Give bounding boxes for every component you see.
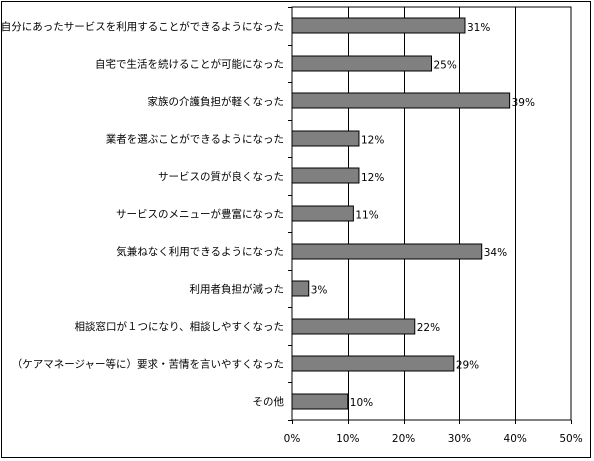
category-label: サービスのメニューが豊富になった	[116, 208, 284, 221]
x-tick-label: 40%	[504, 433, 527, 445]
category-label: 自分にあったサービスを利用することができるようになった	[1, 20, 284, 33]
bar	[291, 393, 349, 410]
bar	[291, 355, 455, 372]
value-label: 29%	[456, 360, 479, 372]
category-label: 利用者負担が減った	[190, 283, 285, 296]
value-label: 22%	[417, 322, 440, 334]
category-label: 業者を選ぶことができるようになった	[106, 132, 284, 145]
category-label: 家族の介護負担が軽くなった	[148, 95, 285, 108]
category-label: （ケアマネージャー等に）要求・苦情を言いやすくなった	[12, 358, 284, 371]
bar	[291, 243, 483, 260]
value-label: 31%	[467, 22, 490, 34]
bar	[291, 17, 466, 34]
value-label: 10%	[350, 397, 373, 409]
bar	[291, 205, 354, 222]
bar	[291, 167, 360, 184]
category-label: サービスの質が良くなった	[158, 170, 284, 183]
category-label: 相談窓口が１つになり、相談しやすくなった	[75, 320, 284, 333]
bar	[291, 92, 511, 109]
category-label: 自宅で生活を続けることが可能になった	[95, 57, 284, 70]
bar	[291, 55, 432, 72]
x-tick-label: 0%	[284, 433, 301, 445]
x-tick-label: 30%	[448, 433, 471, 445]
value-label: 12%	[361, 172, 384, 184]
category-label: その他	[253, 395, 285, 408]
x-tick-label: 20%	[392, 433, 415, 445]
bar	[291, 130, 360, 147]
category-label: 気兼ねなく利用できるようになった	[116, 245, 284, 258]
x-tick-label: 50%	[559, 433, 582, 445]
bar	[291, 318, 416, 335]
value-label: 34%	[484, 247, 507, 259]
value-label: 25%	[434, 59, 457, 71]
value-label: 39%	[512, 97, 535, 109]
value-label: 12%	[361, 134, 384, 146]
value-label: 11%	[355, 210, 378, 222]
x-tick-label: 10%	[336, 433, 359, 445]
value-label: 3%	[311, 285, 328, 297]
bar	[291, 280, 310, 297]
